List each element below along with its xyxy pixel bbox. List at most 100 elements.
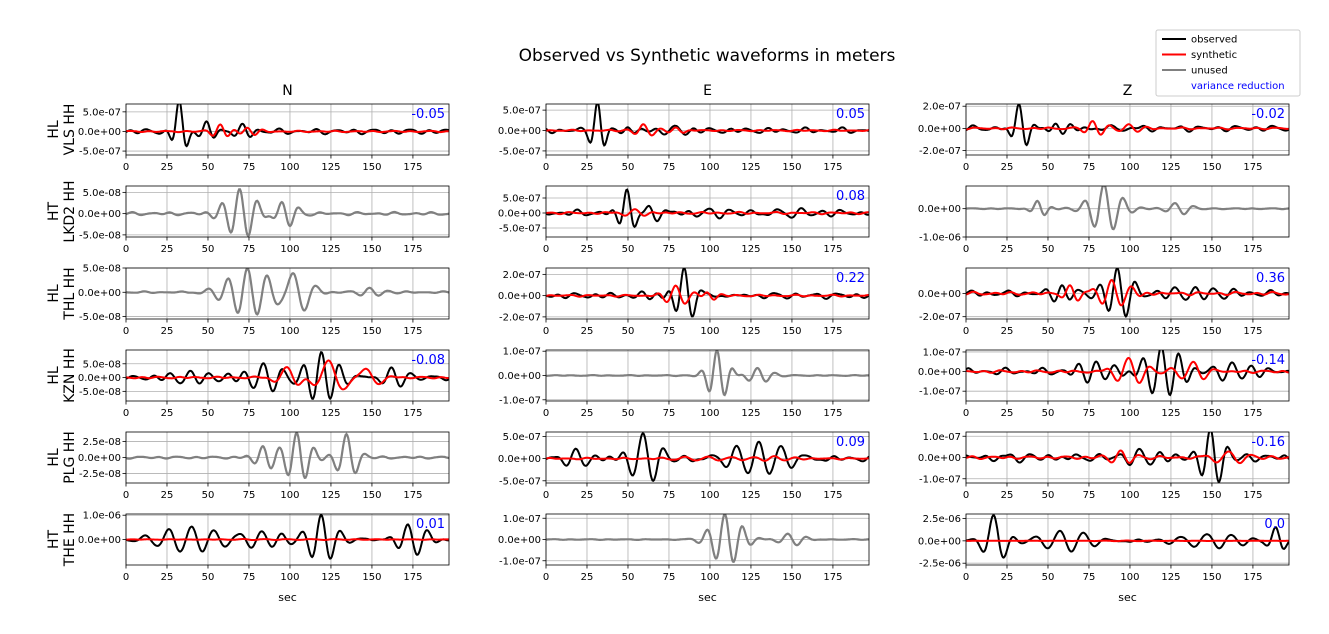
y-tick-label: 5.0e-07 bbox=[83, 107, 121, 118]
row-network: HT bbox=[46, 530, 62, 550]
x-tick-label: 100 bbox=[1120, 326, 1139, 337]
y-tick-label: 0.0e+00 bbox=[78, 373, 121, 384]
x-tick-label: 75 bbox=[1083, 408, 1096, 419]
y-tick-label: 2.0e-07 bbox=[923, 102, 961, 113]
variance-reduction-value: -0.02 bbox=[1251, 107, 1285, 122]
panel-frame bbox=[125, 185, 450, 238]
x-tick-label: 125 bbox=[321, 408, 340, 419]
x-tick-label: 175 bbox=[823, 490, 842, 501]
observed-trace bbox=[966, 104, 1289, 147]
x-tick-label: 150 bbox=[1202, 408, 1221, 419]
panel-frame bbox=[125, 103, 450, 156]
y-tick-label: 1.0e-07 bbox=[503, 514, 541, 525]
x-tick-label: 25 bbox=[581, 408, 594, 419]
x-tick-label: 125 bbox=[741, 572, 760, 583]
x-tick-label: 100 bbox=[700, 162, 719, 173]
x-tick-label: 50 bbox=[202, 408, 215, 419]
unused-trace bbox=[966, 186, 1289, 231]
y-tick-label: 5.0e-07 bbox=[503, 106, 541, 117]
variance-reduction-value: -0.05 bbox=[411, 107, 445, 122]
row-network: HL bbox=[46, 284, 62, 303]
variance-reduction-value: 0.01 bbox=[416, 517, 445, 532]
observed-trace bbox=[966, 514, 1289, 559]
y-tick-label: 2.0e-07 bbox=[503, 270, 541, 281]
panel-the-e: 1.0e-07 0.0e+00 -1.0e-070 25 50 75 100 125 150 17… bbox=[498, 513, 870, 583]
x-tick-label: 175 bbox=[403, 408, 422, 419]
x-tick-label: 125 bbox=[321, 326, 340, 337]
x-tick-label: 0 bbox=[543, 408, 549, 419]
y-tick-label: 0.0e+00 bbox=[918, 124, 961, 135]
x-tick-label: 75 bbox=[243, 244, 256, 255]
y-tick-label: 1.0e-06 bbox=[83, 511, 121, 522]
x-tick-label: 150 bbox=[782, 490, 801, 501]
panel-plg-z: 1.0e-07 0.0e+00 -1.0e-070 25 50 75 100 125 150 17… bbox=[918, 431, 1290, 501]
y-tick-label: 1.0e-07 bbox=[923, 432, 961, 443]
y-tick-label: 5.0e-08 bbox=[83, 359, 121, 370]
x-tick-label: 150 bbox=[1202, 244, 1221, 255]
x-tick-label: 75 bbox=[1083, 572, 1096, 583]
x-tick-label: 175 bbox=[403, 326, 422, 337]
x-tick-label: 50 bbox=[202, 490, 215, 501]
panel-kzn-n: 5.0e-08 0.0e+00 -5.0e-080 25 50 75 100 125 150 17… bbox=[78, 349, 450, 419]
x-tick-label: 75 bbox=[243, 162, 256, 173]
x-tick-label: 100 bbox=[1120, 490, 1139, 501]
x-tick-label: 100 bbox=[700, 490, 719, 501]
panel-kzn-e: 1.0e-07 0.0e+00 -1.0e-070 25 50 75 100 125 150 17… bbox=[498, 347, 870, 419]
x-tick-label: 50 bbox=[202, 572, 215, 583]
x-tick-label: 150 bbox=[782, 408, 801, 419]
panel-frame bbox=[965, 185, 1290, 238]
x-tick-label: 50 bbox=[1042, 572, 1055, 583]
x-tick-label: 25 bbox=[161, 326, 174, 337]
synthetic-trace bbox=[546, 284, 869, 305]
x-tick-label: 100 bbox=[280, 244, 299, 255]
x-tick-label: 25 bbox=[1001, 244, 1014, 255]
x-tick-label: 150 bbox=[362, 490, 381, 501]
synthetic-trace bbox=[966, 539, 1289, 543]
y-tick-label: -5.0e-08 bbox=[79, 387, 121, 398]
x-tick-label: 25 bbox=[161, 572, 174, 583]
x-axis-label: sec bbox=[278, 591, 297, 604]
y-tick-label: -2.0e-07 bbox=[499, 312, 541, 323]
unused-trace bbox=[546, 514, 869, 564]
panel-frame bbox=[125, 349, 450, 402]
variance-reduction-value: -0.08 bbox=[411, 353, 445, 368]
x-tick-label: 0 bbox=[543, 244, 549, 255]
x-tick-label: 50 bbox=[1042, 490, 1055, 501]
x-tick-label: 0 bbox=[123, 408, 129, 419]
x-tick-label: 175 bbox=[403, 244, 422, 255]
x-tick-label: 125 bbox=[741, 408, 760, 419]
x-tick-label: 0 bbox=[543, 326, 549, 337]
panel-frame bbox=[545, 103, 870, 156]
x-tick-label: 75 bbox=[663, 490, 676, 501]
x-tick-label: 50 bbox=[622, 572, 635, 583]
x-tick-label: 125 bbox=[321, 244, 340, 255]
x-tick-label: 75 bbox=[1083, 490, 1096, 501]
panel-lkd2-n: 5.0e-08 0.0e+00 -5.0e-080 25 50 75 100 125 150 17… bbox=[78, 185, 450, 255]
variance-reduction-value: -0.16 bbox=[1251, 435, 1285, 450]
x-tick-label: 0 bbox=[963, 408, 969, 419]
y-tick-label: -1.0e-07 bbox=[499, 395, 541, 406]
synthetic-trace bbox=[126, 359, 449, 391]
observed-trace bbox=[126, 514, 449, 560]
x-tick-label: 150 bbox=[362, 162, 381, 173]
panel-frame bbox=[545, 185, 870, 238]
x-tick-label: 175 bbox=[1243, 408, 1262, 419]
x-tick-label: 50 bbox=[202, 326, 215, 337]
x-tick-label: 75 bbox=[1083, 162, 1096, 173]
x-tick-label: 50 bbox=[622, 244, 635, 255]
x-tick-label: 175 bbox=[403, 572, 422, 583]
observed-trace bbox=[546, 104, 869, 147]
x-tick-label: 150 bbox=[782, 244, 801, 255]
x-tick-label: 75 bbox=[243, 326, 256, 337]
x-tick-label: 25 bbox=[1001, 490, 1014, 501]
x-tick-label: 175 bbox=[1243, 244, 1262, 255]
y-tick-label: 0.0e+00 bbox=[78, 209, 121, 220]
x-tick-label: 175 bbox=[823, 408, 842, 419]
panel-plg-n: 2.5e-08 0.0e+00 -2.5e-080 25 50 75 100 125 150 17… bbox=[78, 431, 450, 501]
x-tick-label: 0 bbox=[963, 162, 969, 173]
synthetic-trace bbox=[546, 208, 869, 217]
panel-the-z: 2.5e-06 0.0e+00 -2.5e-060 25 50 75 100 125 150 17… bbox=[918, 513, 1290, 583]
y-tick-label: -5.0e-08 bbox=[79, 312, 121, 323]
panels: 5.0e-070.0e+00-5.0e-070 25 50 75 100 125 150 17… bbox=[78, 102, 1290, 604]
